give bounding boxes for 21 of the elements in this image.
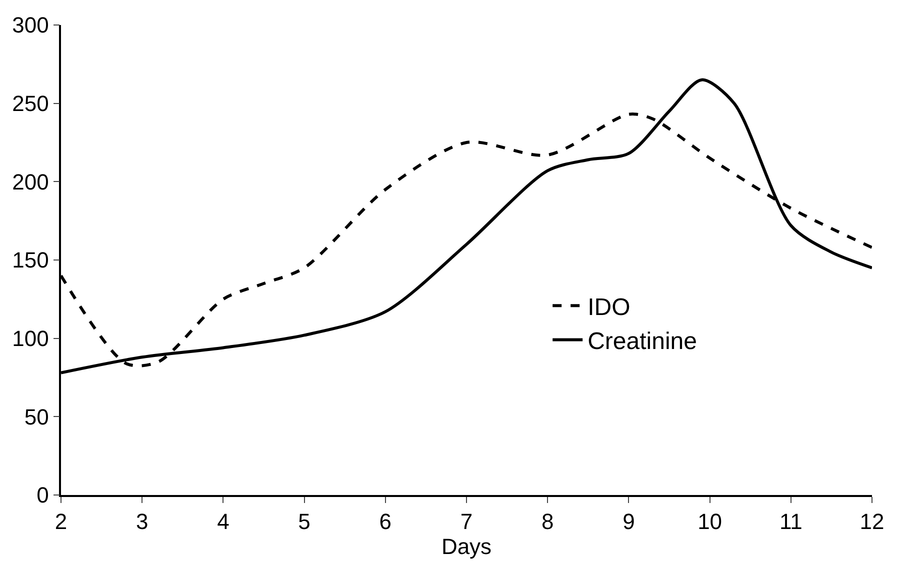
x-tick-label: 4 bbox=[217, 509, 230, 534]
x-tick-label: 5 bbox=[298, 509, 310, 534]
y-tick-label: 200 bbox=[12, 169, 49, 194]
x-axis-title: Days bbox=[441, 534, 492, 560]
x-tick-label: 11 bbox=[779, 509, 802, 534]
x-tick-label: 3 bbox=[136, 509, 148, 534]
x-tick-label: 10 bbox=[698, 509, 722, 534]
x-tick-label: 9 bbox=[622, 509, 635, 534]
legend-label: Creatinine bbox=[588, 328, 698, 356]
legend-label: IDO bbox=[588, 294, 630, 321]
x-tick-label: 6 bbox=[379, 509, 392, 534]
y-tick-label: 150 bbox=[12, 248, 49, 273]
x-tick-label: 12 bbox=[860, 509, 884, 534]
x-tick-label: 7 bbox=[460, 509, 473, 534]
y-tick-label: 100 bbox=[12, 326, 49, 352]
y-tick-label: 0 bbox=[36, 482, 49, 508]
y-tick-label: 300 bbox=[12, 12, 49, 38]
x-tick-label: 8 bbox=[541, 509, 554, 534]
y-tick-label: 50 bbox=[24, 404, 49, 430]
x-tick-label: 2 bbox=[54, 509, 68, 534]
y-tick-label: 250 bbox=[12, 91, 49, 116]
